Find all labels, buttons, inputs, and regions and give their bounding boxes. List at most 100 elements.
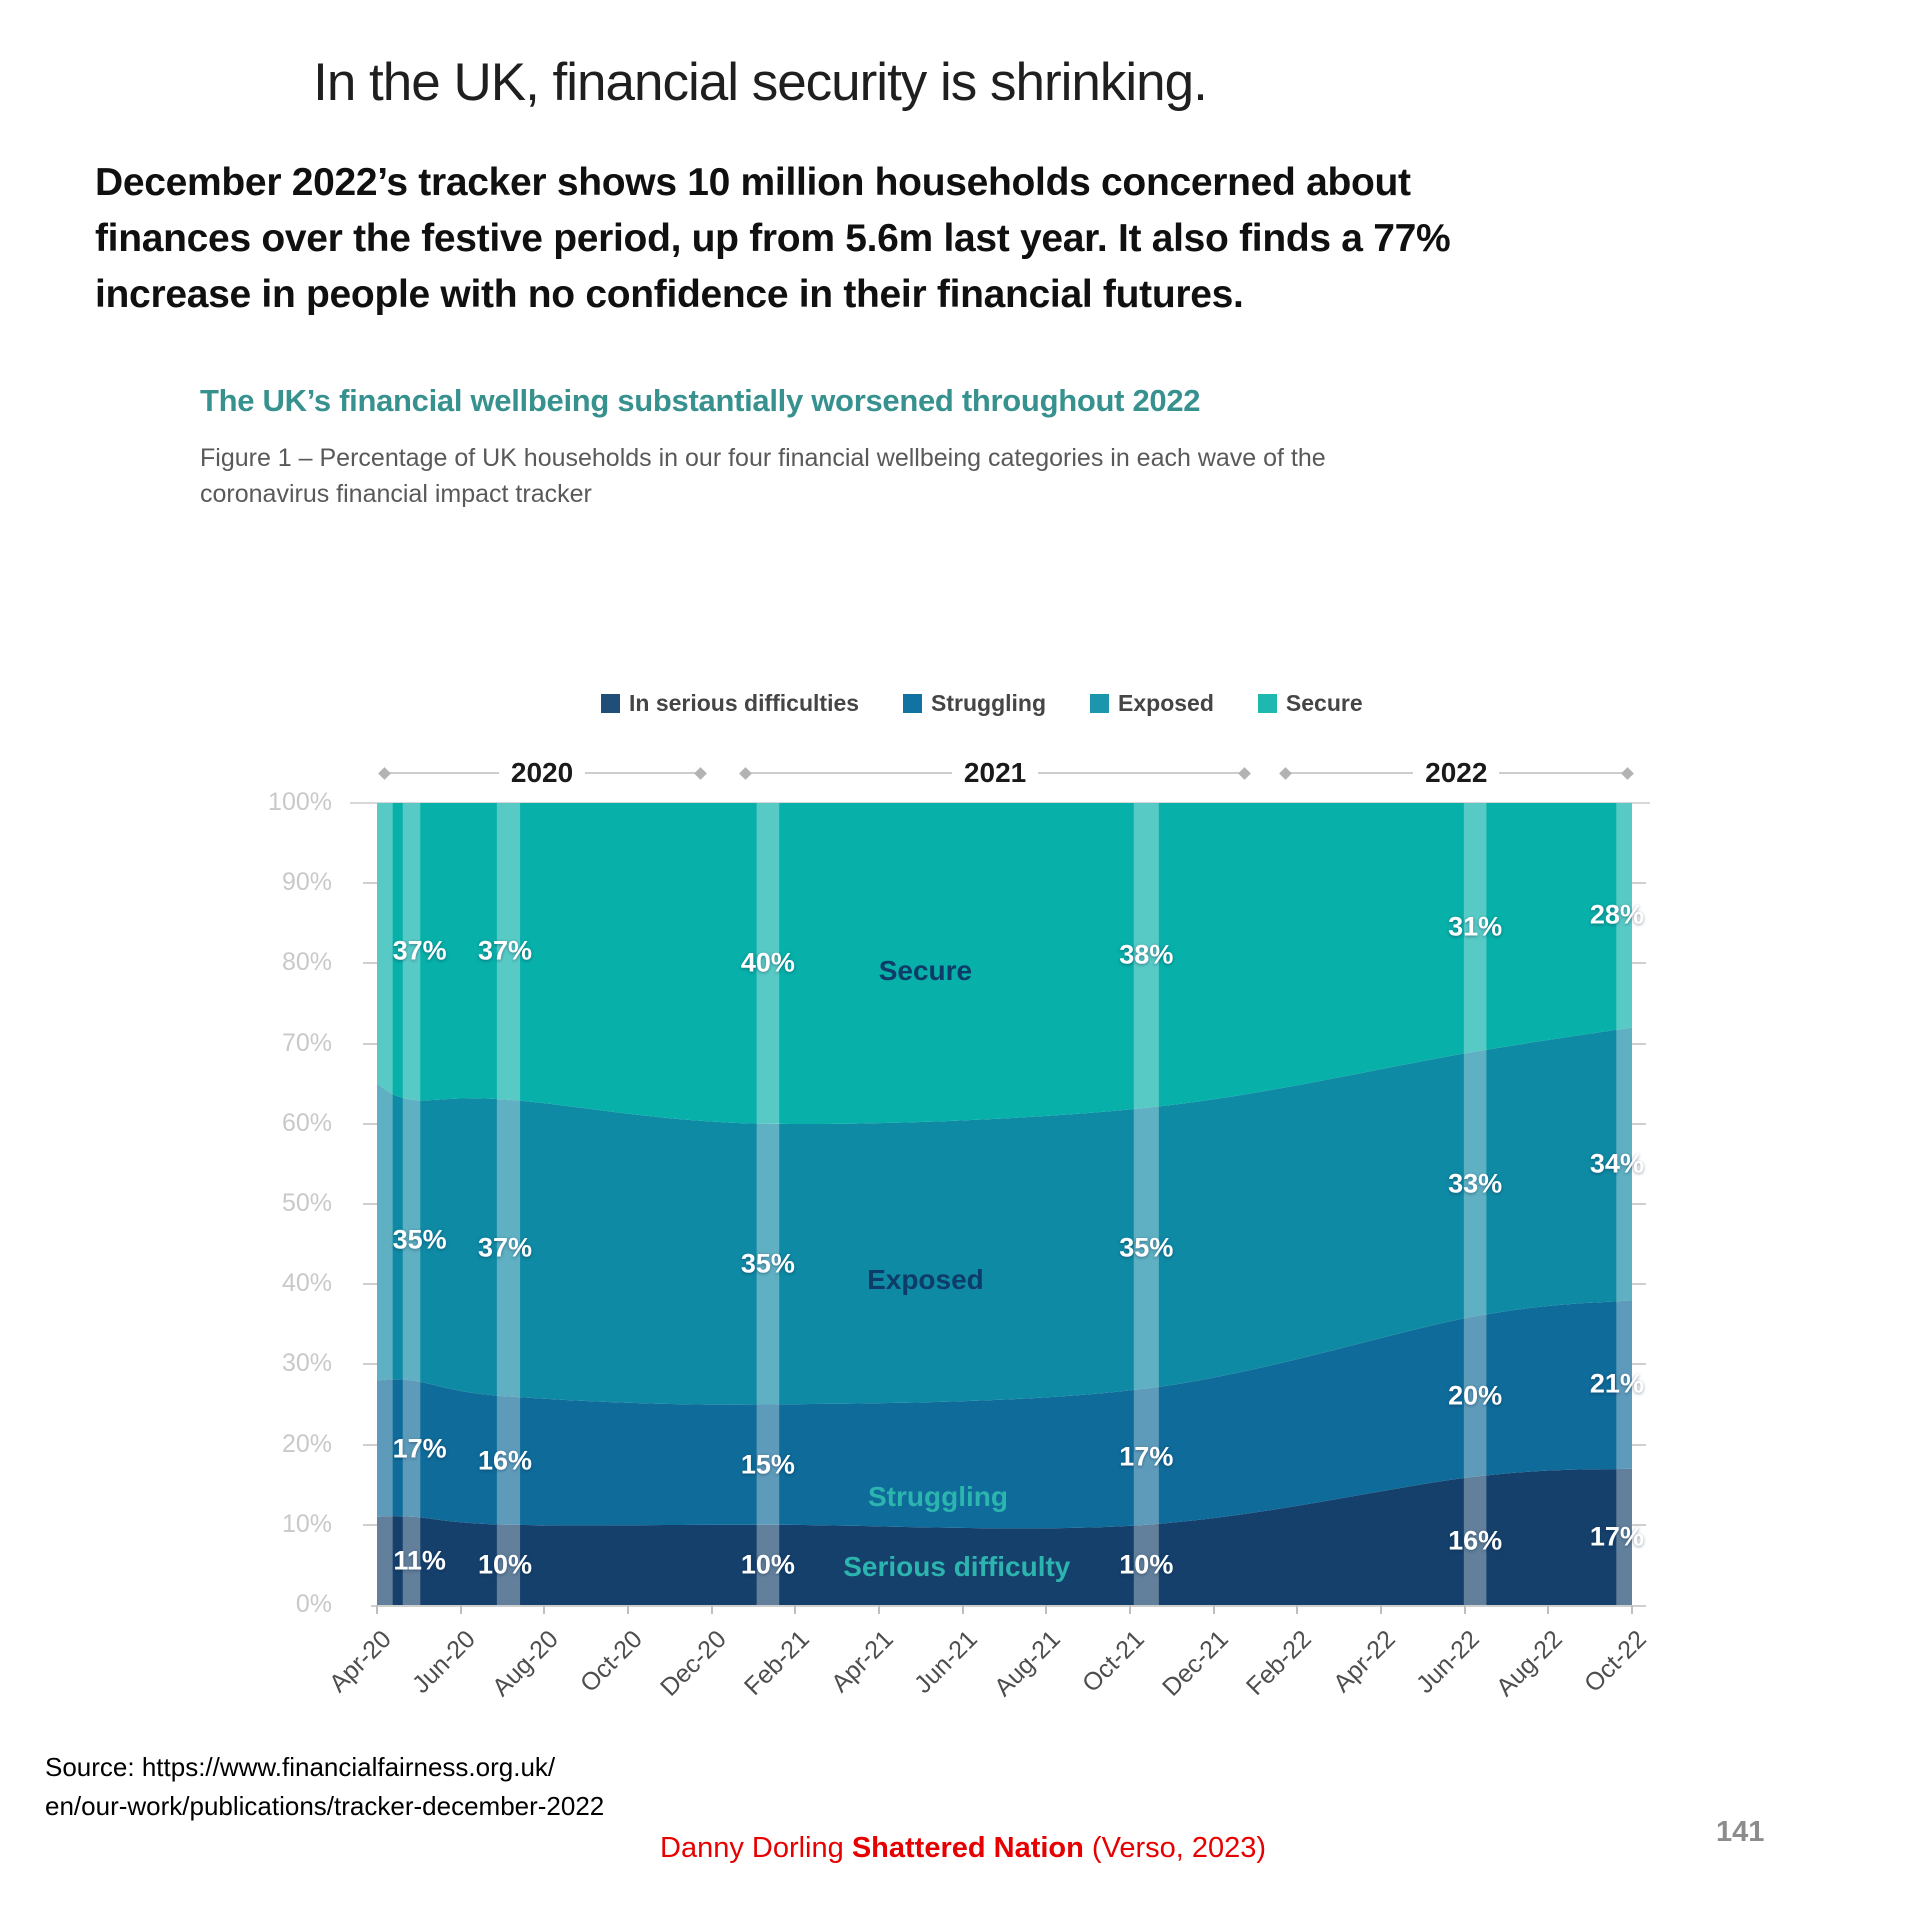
data-label-struggling: 20% [1448, 1380, 1503, 1411]
data-label-struggling: 17% [392, 1433, 447, 1464]
band-label-struggling: Struggling [867, 1480, 1008, 1512]
x-tick [961, 1605, 964, 1614]
year-bracket-2022: 2022 [1278, 757, 1634, 788]
y-tick-left [363, 1363, 377, 1366]
data-label-in-serious-difficulties: 16% [1448, 1525, 1503, 1556]
y-tick-right [1632, 1443, 1646, 1446]
legend-label: In serious difficulties [629, 690, 860, 716]
year-label: 2020 [510, 757, 574, 788]
data-label-exposed: 33% [1448, 1168, 1503, 1199]
diamond-icon [739, 766, 752, 780]
y-axis-label: 40% [281, 1269, 332, 1298]
data-label-exposed: 34% [1589, 1148, 1644, 1179]
x-axis-label: Feb-22 [1241, 1625, 1318, 1701]
band-label-exposed: Exposed [867, 1264, 984, 1296]
x-axis-label: Oct-22 [1578, 1625, 1652, 1698]
data-label-struggling: 21% [1589, 1368, 1644, 1399]
survey-wave-highlight [1616, 803, 1632, 1605]
x-tick [1463, 1605, 1466, 1614]
x-axis-label: Apr-21 [825, 1625, 899, 1698]
legend-swatch-icon [903, 694, 923, 713]
x-tick [710, 1605, 713, 1614]
x-tick [1547, 1605, 1550, 1614]
data-label-secure: 28% [1589, 899, 1644, 930]
data-label-secure: 37% [392, 935, 447, 966]
legend-swatch-icon [1090, 694, 1110, 713]
credit-prefix: Danny Dorling [660, 1832, 852, 1864]
data-label-in-serious-difficulties: 10% [477, 1549, 533, 1580]
legend-label: Secure [1285, 690, 1363, 716]
data-label-secure: 40% [740, 947, 795, 978]
y-axis-label: 10% [281, 1509, 332, 1538]
intro-paragraph: December 2022’s tracker shows 10 million… [95, 161, 1451, 317]
data-label-in-serious-difficulties: 11% [393, 1545, 446, 1576]
x-axis-label: Jun-22 [1410, 1625, 1485, 1699]
y-axis-label: 80% [281, 948, 332, 977]
bracket-line [1289, 772, 1414, 774]
y-tick-right [1632, 1122, 1646, 1125]
y-tick-right [1632, 882, 1646, 885]
survey-wave-highlight [756, 803, 780, 1605]
x-tick [627, 1605, 629, 1614]
x-tick [1631, 1605, 1633, 1614]
data-label-secure: 38% [1119, 939, 1174, 970]
chart-title: The UK’s financial wellbeing substantial… [200, 383, 1201, 418]
x-tick [1129, 1605, 1131, 1614]
data-label-exposed: 37% [477, 1232, 533, 1263]
survey-wave-highlight [496, 803, 521, 1605]
y-axis-label: 100% [268, 788, 332, 816]
y-tick-left [363, 1443, 377, 1446]
y-tick-left [363, 1122, 377, 1125]
y-tick-left [363, 882, 377, 885]
diamond-icon [1238, 766, 1252, 780]
y-tick-right [1632, 962, 1646, 965]
y-tick-left [363, 962, 377, 965]
bracket-line [585, 772, 696, 774]
y-tick-right [1632, 1203, 1646, 1205]
x-tick [1380, 1605, 1382, 1614]
legend-item: Struggling [903, 690, 1046, 717]
year-bracket-2020: 2020 [377, 757, 707, 788]
area-exposed [377, 1027, 1632, 1405]
y-tick-right [1632, 1363, 1646, 1366]
diamond-icon [693, 766, 707, 780]
credit-book-title: Shattered Nation [851, 1832, 1084, 1864]
book-credit: Danny Dorling Shattered Nation (Verso, 2… [660, 1832, 1266, 1865]
x-axis-label: Dec-20 [654, 1625, 732, 1702]
x-tick [1045, 1605, 1048, 1614]
x-axis-label: Aug-22 [1491, 1625, 1569, 1702]
x-axis-label: Apr-22 [1327, 1625, 1401, 1698]
y-axis-label: 50% [281, 1189, 332, 1217]
data-label-exposed: 35% [392, 1224, 447, 1255]
credit-suffix: (Verso, 2023) [1083, 1832, 1267, 1864]
x-axis-label: Feb-21 [739, 1625, 816, 1701]
x-tick [543, 1605, 546, 1614]
legend-label: Exposed [1118, 690, 1214, 716]
page-number: 141 [1716, 1816, 1765, 1848]
x-axis-label: Oct-21 [1076, 1625, 1150, 1698]
x-axis-label: Oct-20 [574, 1625, 648, 1698]
stacked-area-svg [377, 803, 1632, 1605]
x-axis-label: Aug-20 [487, 1625, 565, 1702]
bracket-line [1499, 772, 1623, 774]
diamond-icon [377, 766, 391, 780]
year-label: 2022 [1425, 757, 1488, 788]
source-line-1: Source: https://www.financialfairness.or… [45, 1752, 556, 1782]
x-tick [794, 1605, 797, 1614]
y-axis-label: 30% [281, 1349, 332, 1378]
data-label-struggling: 15% [740, 1449, 795, 1480]
x-tick [376, 1605, 378, 1614]
y-axis-label: 70% [281, 1028, 332, 1057]
y-tick-right [1632, 1042, 1646, 1045]
page-title: In the UK, financial security is shrinki… [313, 53, 1208, 112]
y-axis-label: 60% [281, 1108, 332, 1137]
area-in-serious-difficulties [377, 1468, 1632, 1605]
data-label-exposed: 35% [1119, 1232, 1174, 1263]
x-axis-line [371, 1605, 1646, 1607]
y-axis-label: 90% [281, 868, 332, 897]
legend-item: In serious difficulties [601, 690, 859, 717]
x-tick [459, 1605, 462, 1614]
x-axis-label: Jun-20 [406, 1625, 481, 1699]
y-tick-left [363, 1203, 377, 1205]
chart-legend: In serious difficulties Struggling Exposed… [601, 690, 1363, 717]
